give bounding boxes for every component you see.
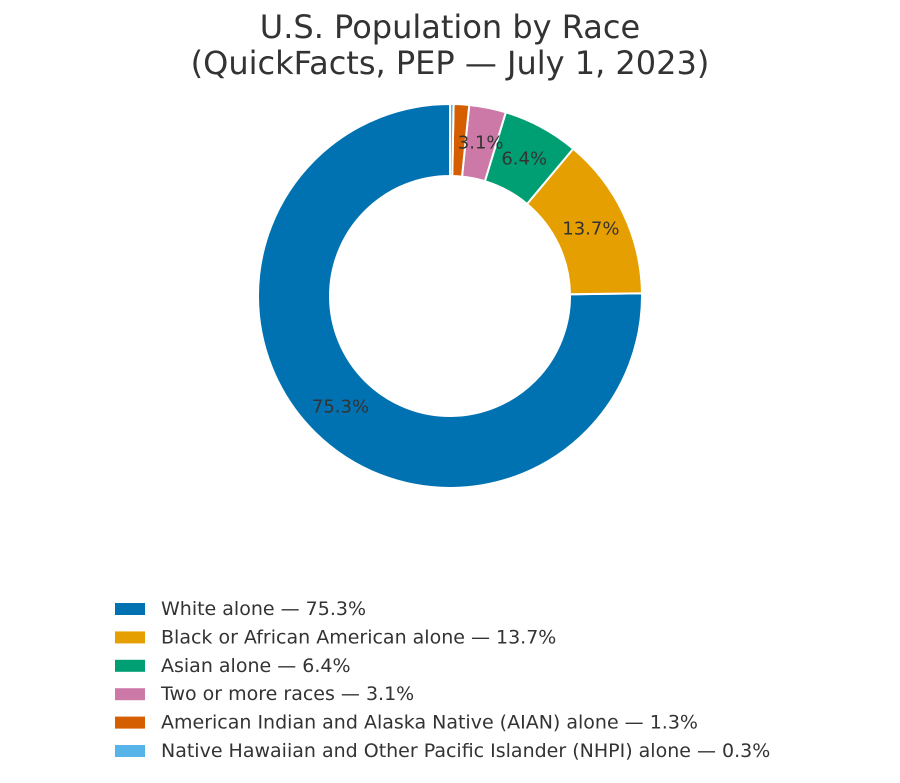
legend-label: Asian alone — 6.4%: [161, 655, 351, 677]
donut-slices: [257, 102, 643, 489]
legend-swatch: [115, 745, 145, 757]
legend-swatch: [115, 688, 145, 701]
chart-title-line-2: (QuickFacts, PEP — July 1, 2023): [191, 44, 710, 82]
legend-label: Two or more races — 3.1%: [160, 683, 414, 705]
legend-label: White alone — 75.3%: [161, 598, 366, 620]
legend-swatch: [115, 659, 145, 672]
legend-item-asian-alone: Asian alone — 6.4%: [115, 655, 351, 677]
slice-label-white-alone: 75.3%: [312, 397, 369, 418]
slice-native-hawaiian-and-other-pacific-islander-nhpi-alone: [449, 102, 455, 178]
donut-slice-labels: 75.3% 13.7% 6.4%3.1%: [312, 133, 620, 418]
slice-label-asian-alone: 6.4%: [501, 148, 547, 169]
legend-label: Native Hawaiian and Other Pacific Island…: [161, 740, 770, 762]
legend-item-native-hawaiian-and-other-pacific-islander-nhpi-alone: Native Hawaiian and Other Pacific Island…: [115, 740, 770, 762]
legend-item-black-or-african-american-alone: Black or African American alone — 13.7%: [115, 626, 556, 648]
legend-item-white-alone: White alone — 75.3%: [115, 598, 366, 620]
legend-swatch: [115, 631, 145, 644]
slice-white-alone: [257, 102, 643, 489]
chart-title: U.S. Population by Race (QuickFacts, PEP…: [191, 8, 710, 82]
legend-item-american-indian-and-alaska-native-aian-alone: American Indian and Alaska Native (AIAN)…: [115, 712, 698, 734]
legend-swatch: [115, 716, 145, 729]
legend-label: Black or African American alone — 13.7%: [161, 626, 556, 648]
chart-title-line-1: U.S. Population by Race: [260, 8, 640, 46]
legend-swatch: [115, 603, 145, 615]
chart-legend: White alone — 75.3% Black or African Amer…: [115, 598, 770, 762]
slice-label-black-or-african-american-alone: 13.7%: [562, 218, 619, 239]
slice-label-two-or-more-races: 3.1%: [458, 133, 504, 154]
legend-label: American Indian and Alaska Native (AIAN)…: [161, 712, 698, 734]
legend-item-two-or-more-races: Two or more races — 3.1%: [115, 683, 414, 705]
